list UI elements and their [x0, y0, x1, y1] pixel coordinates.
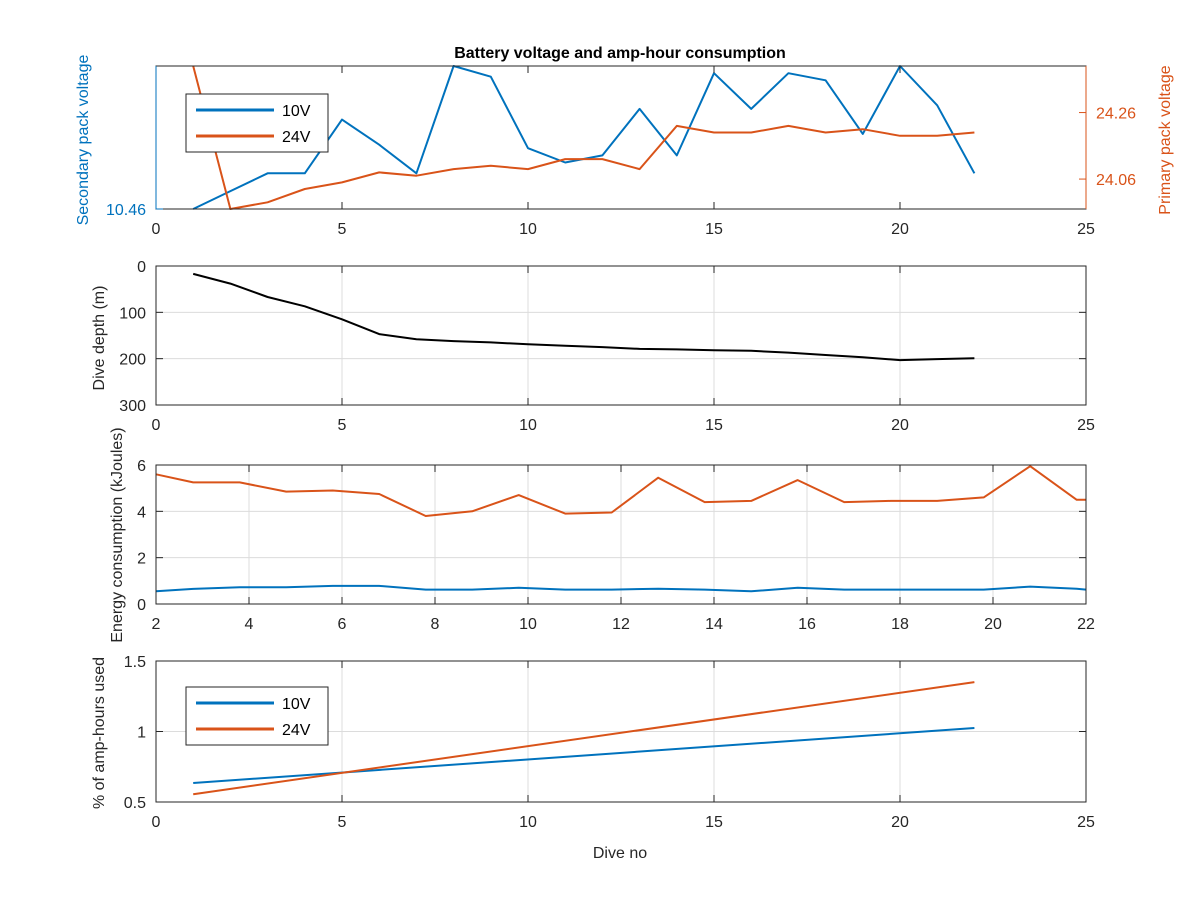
y-tick-label-right: 24.06 — [1096, 172, 1136, 189]
x-tick-label: 20 — [984, 616, 1002, 633]
x-tick-label: 20 — [891, 814, 909, 831]
x-tick-label: 25 — [1077, 814, 1095, 831]
y-tick-label: 1 — [137, 725, 146, 742]
legend-box-plot4 — [185, 686, 329, 746]
series-line-24v-plot1 — [192, 65, 975, 210]
axes-box-2 — [155, 265, 1087, 406]
y-tick-label-left: 10.46 — [106, 202, 146, 219]
x-tick-label: 15 — [705, 221, 723, 238]
y-axis-label-primary-voltage: Primary pack voltage — [1157, 65, 1174, 214]
x-tick-label: 15 — [705, 417, 723, 434]
x-tick-label: 0 — [152, 221, 161, 238]
y-tick-label: 0.5 — [124, 795, 146, 812]
x-tick-label: 22 — [1077, 616, 1095, 633]
x-tick-label: 5 — [338, 221, 347, 238]
legend-label-24v: 24V — [282, 722, 311, 739]
x-tick-label: 5 — [338, 417, 347, 434]
series-line-24v-plot4 — [193, 681, 975, 796]
x-tick-label: 0 — [152, 814, 161, 831]
x-tick-label: 5 — [338, 814, 347, 831]
y-tick-label-right: 24.26 — [1096, 106, 1136, 123]
legend-label-24v: 24V — [282, 129, 311, 146]
x-tick-label: 18 — [891, 616, 909, 633]
y-axis-label-energy: Energy consumption (kJoules) — [109, 427, 126, 642]
x-tick-label: 10 — [519, 814, 537, 831]
x-tick-label: 2 — [152, 616, 161, 633]
series-layer — [155, 65, 1087, 796]
series-line-24v-plot3 — [155, 465, 1086, 517]
x-tick-label: 20 — [891, 221, 909, 238]
chart-title: Battery voltage and amp-hour consumption — [454, 45, 786, 62]
legend-label-10v: 10V — [282, 103, 311, 120]
x-tick-label: 25 — [1077, 417, 1095, 434]
y-tick-label: 100 — [119, 305, 146, 322]
x-tick-label: 10 — [519, 616, 537, 633]
series-line-10v-plot3 — [155, 584, 1087, 593]
legend-box-plot1 — [185, 93, 329, 153]
y-tick-label: 200 — [119, 352, 146, 369]
axes-frame-layer — [155, 65, 1087, 803]
x-tick-label: 16 — [798, 616, 816, 633]
x-tick-label: 8 — [431, 616, 440, 633]
x-tick-label: 4 — [245, 616, 254, 633]
x-tick-label: 15 — [705, 814, 723, 831]
x-tick-label: 14 — [705, 616, 723, 633]
y-tick-label: 0 — [137, 259, 146, 276]
y-tick-label: 0 — [137, 597, 146, 614]
y-tick-label: 4 — [137, 504, 146, 521]
legend-layer: 10V 24V 10V 24V — [185, 93, 329, 746]
x-tick-label: 12 — [612, 616, 630, 633]
x-tick-label: 6 — [338, 616, 347, 633]
series-line-10v-plot4 — [193, 727, 975, 784]
y-tick-label: 1.5 — [124, 654, 146, 671]
y-tick-label: 6 — [137, 458, 146, 475]
y-axis-label-amp-hours: % of amp-hours used — [91, 657, 108, 809]
x-tick-label: 20 — [891, 417, 909, 434]
series-line-depth-plot2 — [192, 272, 975, 362]
y-axis-label-secondary-voltage: Secondary pack voltage — [75, 55, 92, 226]
x-tick-label: 25 — [1077, 221, 1095, 238]
x-tick-label: 10 — [519, 221, 537, 238]
y-tick-label: 2 — [137, 551, 146, 568]
legend-label-10v: 10V — [282, 696, 311, 713]
x-tick-label: 10 — [519, 417, 537, 434]
x-axis-label-dive-no: Dive no — [593, 845, 647, 862]
x-tick-label: 0 — [152, 417, 161, 434]
y-axis-label-dive-depth: Dive depth (m) — [91, 286, 108, 391]
y-tick-label: 300 — [119, 398, 146, 415]
